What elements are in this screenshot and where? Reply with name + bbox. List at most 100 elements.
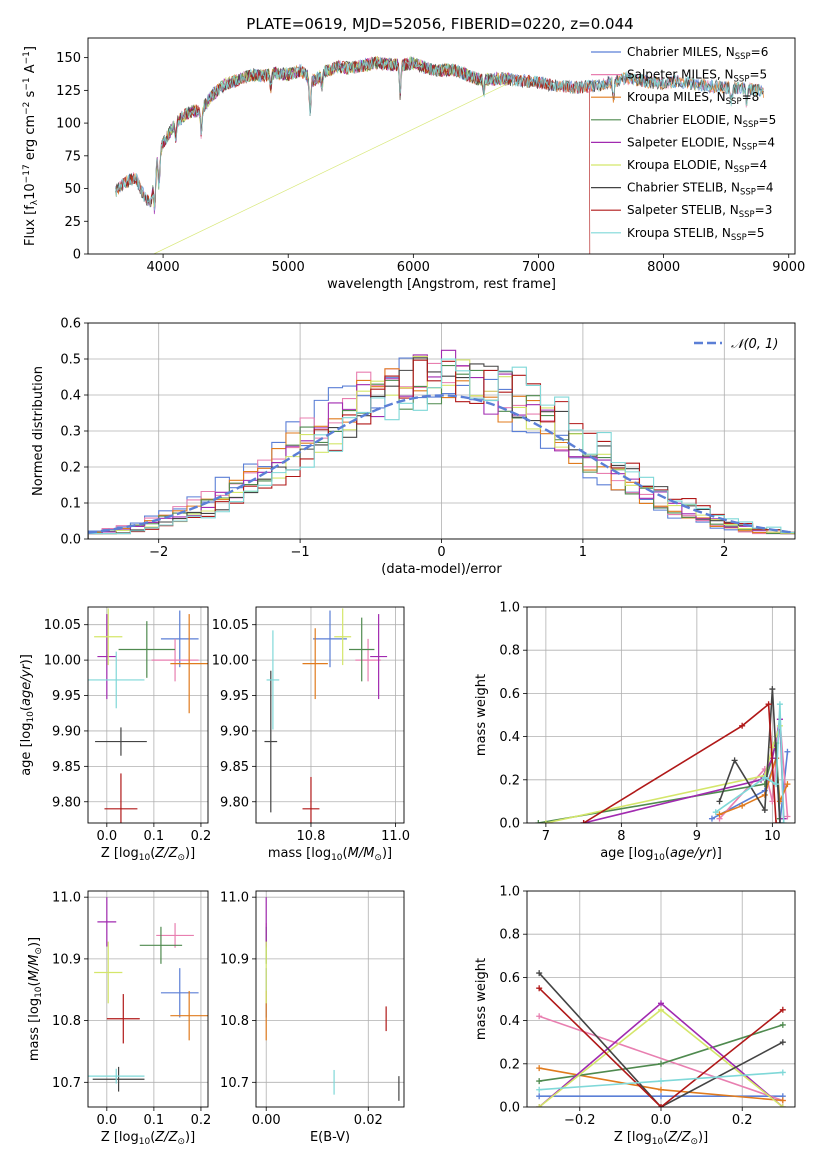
x-tick-label: 6000 [397, 260, 430, 275]
x-axis-label-part: )] [382, 846, 392, 861]
legend-label-sub: SSP [739, 210, 755, 220]
y-axis-label-part: ] [23, 46, 38, 51]
weight-marker [761, 791, 768, 798]
legend-label: Chabrier MILES, NSSP=6 [627, 45, 768, 62]
y-tick-label: 0 [73, 248, 81, 263]
x-tick-label: 0.0 [96, 1113, 117, 1128]
weight-marker [761, 807, 768, 814]
weight-marker [716, 798, 723, 805]
weight-marker [769, 686, 776, 693]
x-tick-label: 4000 [147, 260, 180, 275]
weight-line [538, 987, 784, 1107]
y-axis-label: mass weight [474, 958, 489, 1040]
legend-label-main: Salpeter MILES, N [627, 68, 734, 82]
x-axis-label-part: ⊙ [374, 853, 382, 863]
y-tick-label: 0.0 [499, 817, 520, 832]
weight-line [538, 1015, 784, 1102]
errorbar-chabrier-elodie [139, 926, 183, 964]
x-tick-label: 7000 [522, 260, 555, 275]
legend-label-tail: =5 [759, 113, 777, 127]
y-axis-label-part: 10 [26, 711, 36, 723]
y-tick-label: 10.05 [212, 618, 249, 633]
weight-marker [716, 811, 723, 818]
x-tick-label: 9000 [772, 260, 805, 275]
weight-marker [779, 1021, 786, 1028]
x-axis-label-part: ( [665, 846, 670, 861]
errorbar-kroupa-stelib [88, 1068, 145, 1084]
y-tick-label: 0.5 [60, 353, 81, 368]
x-axis-label-part: (data-model)/error [381, 562, 502, 577]
errorbar-kroupa-stelib [88, 651, 145, 709]
x-tick-label: 0.0 [651, 1113, 672, 1128]
x-axis-label-part: E(B-V) [310, 1130, 350, 1145]
y-tick-label: 0.0 [60, 533, 81, 548]
errorbar-kroupa-miles [170, 990, 208, 1041]
x-tick-label: 10 [764, 829, 781, 844]
errorbar-chabrier-miles [313, 610, 347, 668]
errorbar-salpeter-elodie [97, 897, 117, 947]
legend-label-tail: =4 [749, 158, 767, 172]
weight-line [583, 702, 777, 823]
weight-marker [773, 781, 780, 788]
y-tick-label: 100 [56, 117, 81, 132]
x-tick-label: 0.2 [191, 829, 212, 844]
legend-label-tail: =4 [756, 181, 774, 195]
x-axis-label-part: 10 [139, 853, 151, 863]
weight-series-salpeter-stelib [536, 985, 786, 1107]
x-tick-label: 8 [617, 829, 625, 844]
weight-marker [542, 820, 549, 823]
legend-label-tail: =3 [755, 203, 773, 217]
errorbar-salpeter-miles [355, 638, 381, 682]
errorbar-salpeter-stelib [302, 776, 320, 823]
x-axis-label: Z [log10(Z/Z⊙)] [101, 846, 195, 863]
legend-label-main: Kroupa ELODIE, N [627, 158, 734, 172]
y-tick-label: 0.4 [60, 389, 81, 404]
weight-marker [536, 1104, 543, 1107]
errorbar-kroupa-miles [302, 628, 328, 700]
x-axis-label: wavelength [Angstrom, rest frame] [327, 277, 556, 292]
legend-label-main: Chabrier ELODIE, N [627, 113, 743, 127]
legend-label: Salpeter STELIB, NSSP=3 [627, 203, 772, 220]
y-tick-label: 10.9 [220, 952, 249, 967]
y-tick-label: 75 [64, 149, 81, 164]
axes-frame [87, 37, 796, 255]
errorbar-salpeter-elodie [97, 614, 117, 700]
legend-label-tail: =6 [751, 45, 769, 59]
y-axis-label-part: ( [27, 981, 42, 986]
panels: 4000 5000 6000 7000 8000 90000255075100125150… [19, 37, 805, 1147]
x-tick-label: 11.0 [381, 829, 410, 844]
weight-marker [769, 744, 776, 751]
y-tick-label: 50 [64, 182, 81, 197]
legend-label: Chabrier STELIB, NSSP=4 [627, 181, 774, 198]
y-tick-label: 9.95 [52, 689, 81, 704]
x-axis-label-part: mass [log [268, 846, 331, 861]
y-tick-label: 0.1 [60, 497, 81, 512]
y-tick-label: 9.90 [52, 724, 81, 739]
weight-marker [536, 1093, 543, 1100]
y-axis-label: Flux [fλ10−17 erg cm−2 s−1 A−1] [22, 46, 40, 246]
errorbar-salpeter-stelib [104, 773, 138, 823]
x-axis-label-part: )] [185, 846, 195, 861]
weight-marker [765, 701, 772, 708]
errorbar-salpeter-miles [156, 923, 194, 948]
x-tick-label: −0.2 [564, 1113, 596, 1128]
y-axis-label-part: 10 [34, 986, 44, 998]
errorbar-kroupa-elodie [334, 608, 352, 666]
weight-marker [658, 1086, 664, 1093]
x-tick-label: 0.00 [252, 1113, 281, 1128]
x-tick-label: 0.2 [191, 1113, 212, 1128]
weight-marker [731, 757, 738, 764]
histogram-kroupa-stelib [88, 358, 795, 539]
weight-marker [773, 820, 780, 823]
errorbar-kroupa-stelib [266, 630, 280, 730]
y-tick-label: 9.85 [52, 760, 81, 775]
panel-age-vs-mass: 10.8 11.0 9.80 9.85 9.90 9.95 10.00 10.05 mass [… [212, 606, 410, 863]
weight-line [538, 742, 781, 823]
weight-marker [708, 815, 715, 822]
y-axis-label-part: mass weight [474, 674, 489, 756]
legend-label: Kroupa ELODIE, NSSP=4 [627, 158, 767, 175]
figure-title: PLATE=0619, MJD=52056, FIBERID=0220, z=0… [246, 15, 633, 33]
x-axis-label-part: 10 [652, 1137, 664, 1147]
legend-label: 𝒩(0, 1) [731, 337, 778, 352]
y-axis-label: Normed distribution [31, 366, 46, 496]
